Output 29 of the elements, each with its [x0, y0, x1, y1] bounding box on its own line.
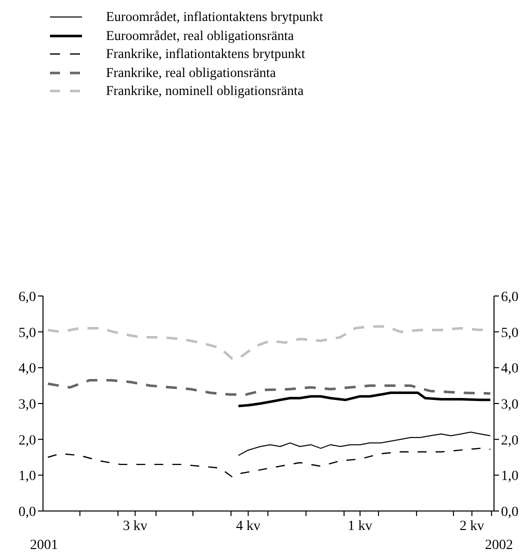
y2-tick-label: 5,0 [501, 326, 518, 341]
line-series [47, 448, 491, 478]
line-series [237, 392, 492, 408]
legend-label: Euroområdet, inflationtaktens brytpunkt [106, 9, 324, 26]
y2-tick-label: 0,0 [501, 504, 518, 520]
legend-label: Frankrike, nominell obligationsränta [106, 83, 304, 100]
legend-label: Euroområdet, real obligationsränta [106, 28, 294, 44]
legend-label: Frankrike, inflationtaktens brytpunkt [106, 46, 306, 62]
text: 2002 [485, 538, 513, 554]
x-tick-label: 1 kv [348, 519, 372, 534]
line-series [46, 378, 492, 396]
y-tick-label: 0,0 [18, 504, 36, 520]
x-tick-label: 2 kv [460, 519, 484, 534]
y-tick-label: 3,0 [18, 397, 36, 412]
x-tick-label: 4 kv [236, 519, 260, 534]
line-series [238, 432, 491, 456]
y-tick-label: 6,0 [18, 290, 36, 305]
y-tick-label: 2,0 [18, 433, 36, 448]
y-tick-label: 1,0 [18, 469, 36, 484]
legend-label: Frankrike, real obligationsränta [106, 64, 276, 81]
y-tick-label: 4,0 [18, 362, 36, 377]
y2-tick-label: 3,0 [501, 397, 518, 412]
y2-tick-label: 6,0 [501, 290, 518, 305]
x-tick-label: 3 kv [122, 519, 148, 534]
y2-tick-label: 4,0 [501, 362, 518, 377]
y2-tick-label: 1,0 [501, 469, 518, 484]
y-tick-label: 5,0 [18, 326, 36, 341]
text: 2001 [30, 538, 58, 554]
y2-tick-label: 2,0 [501, 433, 518, 448]
